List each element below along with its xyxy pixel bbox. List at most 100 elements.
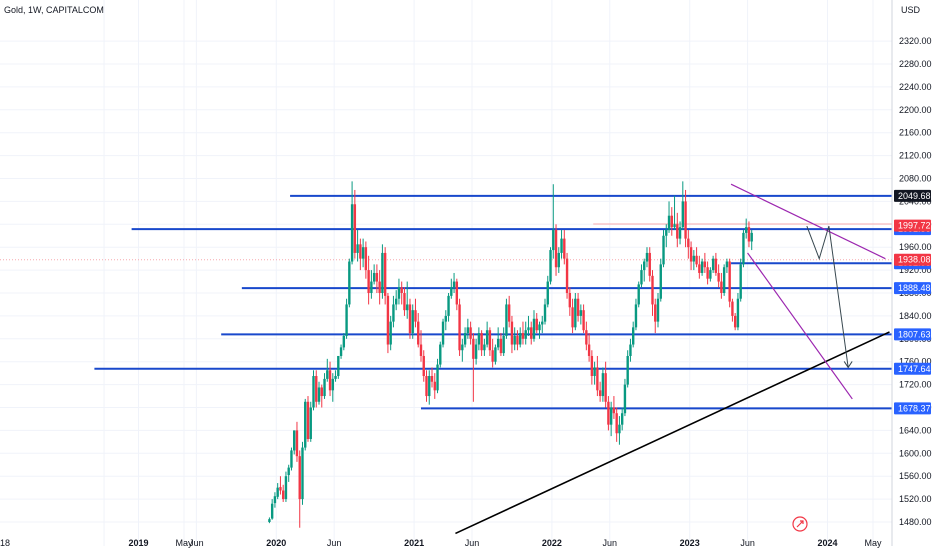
candle-body xyxy=(684,201,687,239)
candle-body xyxy=(372,272,376,282)
candle-body xyxy=(579,310,583,316)
candle-body xyxy=(571,307,574,328)
candle-body xyxy=(315,376,318,402)
time-tick-label: 2023 xyxy=(680,538,700,548)
candle-body xyxy=(676,224,679,239)
candle-body xyxy=(348,261,351,305)
candle-body xyxy=(295,430,299,457)
candle-body xyxy=(339,347,343,356)
candle-body xyxy=(403,293,406,311)
horizontal-levels[interactable] xyxy=(0,194,892,410)
price-axis[interactable]: 1480.001520.001560.001600.001640.001680.… xyxy=(891,0,932,550)
candle-body xyxy=(673,224,676,228)
candle-body xyxy=(563,238,566,259)
candle-body xyxy=(361,247,365,259)
candle-body xyxy=(281,490,285,500)
candle-body xyxy=(472,338,475,359)
candle-body xyxy=(499,338,503,354)
currency-label: USD xyxy=(901,5,921,15)
time-axis[interactable]: 18 May 2019 Jun 2020 Jun 2021 Jun 2022 Jun 2023 Jun… xyxy=(0,538,932,550)
candle-body xyxy=(458,304,461,351)
candle-body xyxy=(425,376,428,397)
candle-body xyxy=(709,270,712,279)
candle-body xyxy=(513,335,516,345)
candle-body xyxy=(607,401,610,425)
candle-body xyxy=(463,333,467,345)
candle-body xyxy=(651,275,654,305)
price-tick-label: 1760.00 xyxy=(899,357,932,367)
trendlines[interactable] xyxy=(455,183,890,535)
candle-body xyxy=(557,252,560,268)
candle-body xyxy=(742,232,745,265)
time-tick-label: 18 xyxy=(0,538,10,548)
candle-body xyxy=(494,347,497,362)
candle-body xyxy=(359,244,362,259)
projection-arrowhead xyxy=(843,361,853,369)
candle-body xyxy=(546,281,549,305)
candle-body xyxy=(554,230,558,268)
candle-body xyxy=(601,373,605,397)
candle-body xyxy=(733,315,737,328)
candle-body xyxy=(408,304,412,334)
price-tick-label: 1920.00 xyxy=(899,265,932,275)
candle-body xyxy=(725,261,729,268)
trendline-lower-channel xyxy=(747,252,853,400)
price-tag-label: 2049.68 xyxy=(898,191,931,201)
candle-body xyxy=(304,401,307,448)
candle-body xyxy=(317,387,321,402)
price-tag xyxy=(894,219,931,232)
candle-body xyxy=(452,281,456,288)
candle-body xyxy=(331,378,334,391)
price-tick-label: 1480.00 xyxy=(899,517,932,527)
candle-body xyxy=(645,252,649,262)
candle-body xyxy=(293,430,296,451)
candle-body xyxy=(637,284,640,305)
trendline-support xyxy=(455,331,890,535)
tradingview-icon[interactable] xyxy=(792,516,808,532)
candle-body xyxy=(483,344,486,351)
candle-body xyxy=(722,267,726,293)
candle-body xyxy=(428,376,431,397)
candle-body xyxy=(378,281,381,293)
trendline-upper-channel xyxy=(730,183,886,260)
candle-body xyxy=(474,344,478,359)
candle-body xyxy=(505,304,508,336)
candle-body xyxy=(320,387,323,397)
candle-body xyxy=(698,264,701,273)
candle-body xyxy=(276,487,279,497)
candle-body xyxy=(400,287,403,293)
candle-body xyxy=(521,333,525,339)
time-tick-label: Jun xyxy=(327,538,342,548)
candle-body xyxy=(695,255,698,265)
candle-body xyxy=(337,355,340,377)
price-tick-label: 1960.00 xyxy=(899,242,932,252)
candle-body xyxy=(279,487,282,491)
price-tick-label: 2160.00 xyxy=(899,128,932,138)
candle-body xyxy=(516,335,519,345)
price-tags: 2049.681991.561932.061888.481807.631747.… xyxy=(894,189,931,415)
price-tag-label: 1807.63 xyxy=(898,329,931,339)
candle-body xyxy=(532,318,536,339)
candle-body xyxy=(714,258,718,273)
candle-body xyxy=(659,264,662,299)
candle-body xyxy=(350,204,354,262)
candle-body xyxy=(433,381,436,391)
price-tag xyxy=(894,362,931,375)
candle-body xyxy=(750,232,753,242)
candle-body xyxy=(389,321,392,345)
price-tag xyxy=(894,402,931,415)
price-tag xyxy=(894,328,931,341)
candle-body xyxy=(549,250,552,282)
candle-body xyxy=(574,298,577,328)
price-tick-label: 2120.00 xyxy=(899,151,932,161)
candle-body xyxy=(720,281,723,293)
candle-body xyxy=(469,327,472,339)
candle-body xyxy=(711,258,715,271)
candle-body xyxy=(364,247,368,271)
time-tick-label: Jun xyxy=(740,538,755,548)
price-tag xyxy=(894,253,931,266)
candle-body xyxy=(736,298,740,328)
price-tick-label: 1600.00 xyxy=(899,448,932,458)
